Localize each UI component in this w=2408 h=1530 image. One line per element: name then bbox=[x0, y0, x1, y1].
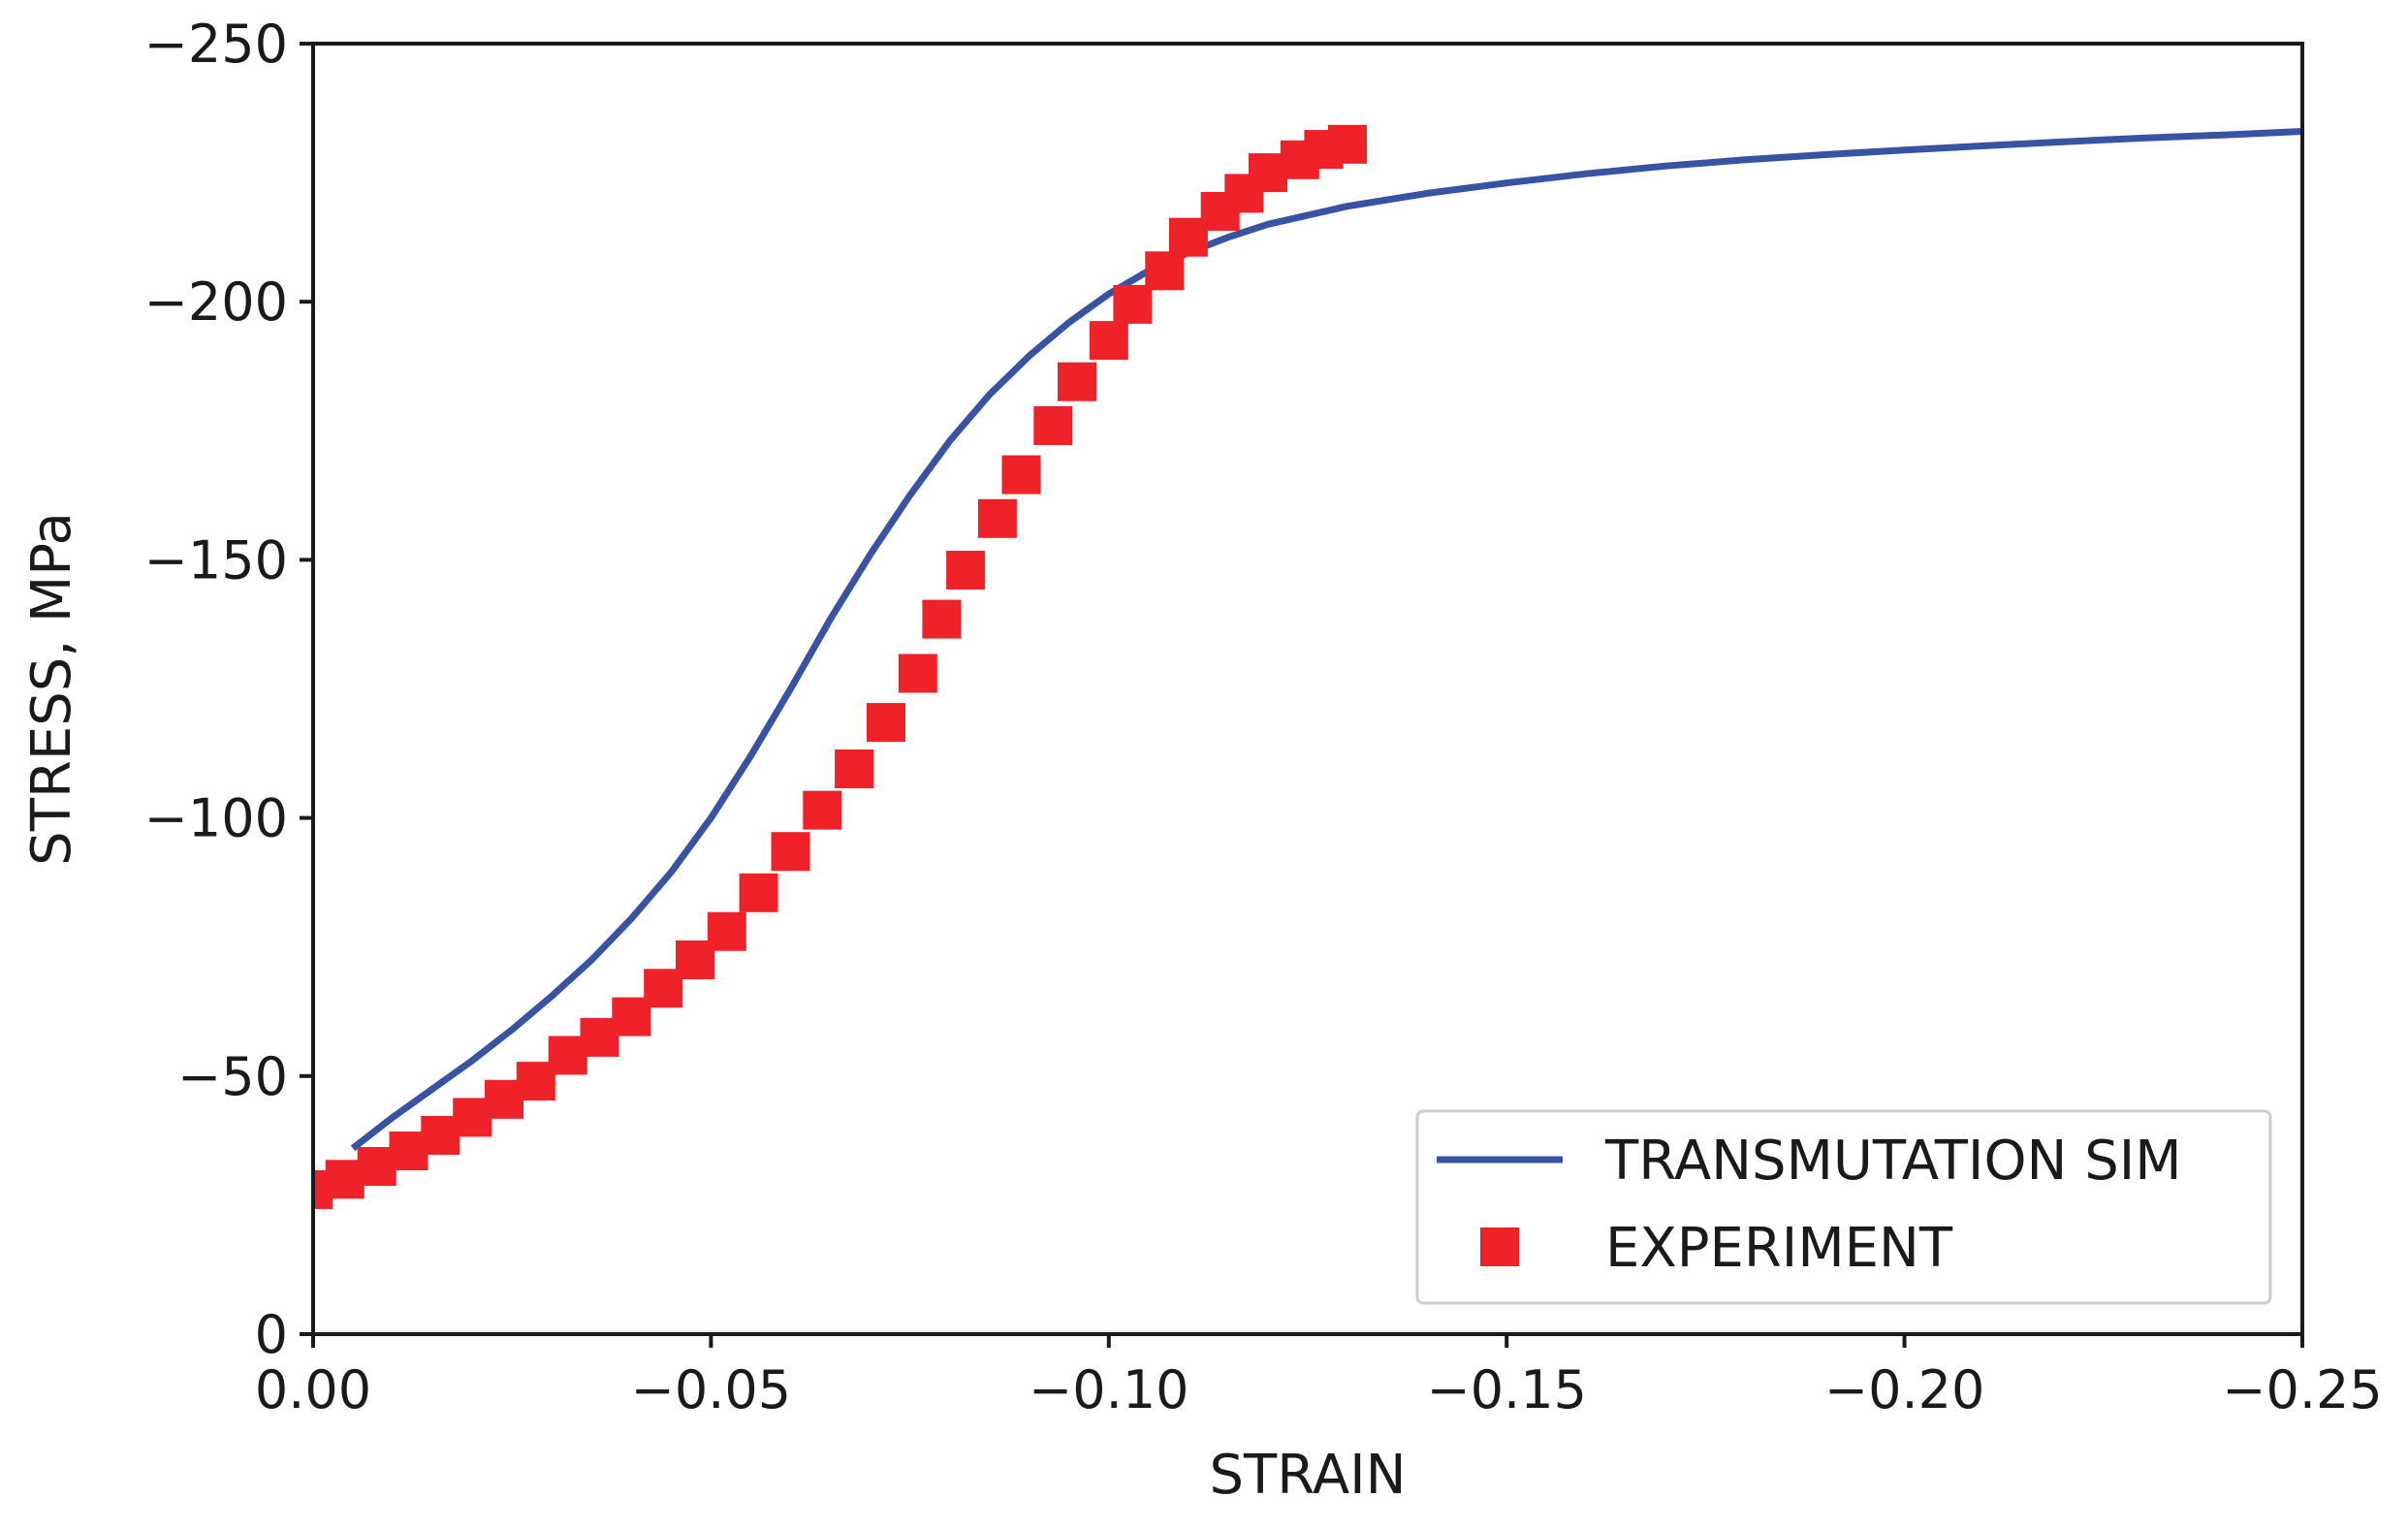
experiment-point bbox=[803, 790, 842, 830]
experiment-point bbox=[1001, 455, 1041, 494]
experiment-point bbox=[922, 599, 962, 639]
experiment-point bbox=[707, 911, 746, 951]
y-tick-label: −100 bbox=[144, 788, 288, 849]
y-tick-label: −50 bbox=[177, 1046, 288, 1107]
x-tick-label: −0.05 bbox=[631, 1359, 791, 1420]
y-tick-label: 0 bbox=[255, 1304, 288, 1365]
experiment-point bbox=[1145, 251, 1185, 291]
x-axis-label: STRAIN bbox=[1209, 1444, 1406, 1507]
experiment-point bbox=[1089, 321, 1128, 361]
experiment-point bbox=[1058, 362, 1096, 401]
experiment-point bbox=[977, 498, 1017, 538]
legend-label-experiment: EXPERIMENT bbox=[1605, 1217, 1953, 1280]
experiment-point bbox=[946, 551, 986, 590]
y-tick-label: −200 bbox=[144, 271, 288, 333]
y-axis-label: STRESS, MPa bbox=[20, 512, 83, 866]
series-sim-line bbox=[350, 128, 2302, 1152]
x-tick-label: −0.10 bbox=[1029, 1359, 1188, 1420]
legend: TRANSMUTATION SIM EXPERIMENT bbox=[1415, 1109, 2272, 1305]
legend-experiment-swatch bbox=[1480, 1227, 1519, 1266]
plot-frame bbox=[311, 42, 2304, 1336]
y-tick-label: −250 bbox=[144, 14, 288, 75]
experiment-point bbox=[771, 832, 810, 872]
experiment-point bbox=[1033, 406, 1073, 445]
legend-label-sim: TRANSMUTATION SIM bbox=[1604, 1130, 2182, 1193]
y-axis-ticks: 0 −50 −100 −150 −200 −250 bbox=[144, 14, 313, 1365]
experiment-point bbox=[898, 653, 937, 693]
y-tick-label: −150 bbox=[144, 529, 288, 590]
experiment-point bbox=[1328, 124, 1367, 164]
x-tick-label: 0.00 bbox=[255, 1359, 371, 1420]
experiment-point bbox=[739, 873, 778, 912]
plot-marks bbox=[313, 124, 2302, 1209]
legend-box bbox=[1415, 1109, 2272, 1305]
x-tick-label: −0.15 bbox=[1426, 1359, 1586, 1420]
experiment-point bbox=[835, 749, 874, 788]
experiment-point bbox=[1113, 284, 1153, 324]
x-axis-ticks: 0.00 −0.05 −0.10 −0.15 −0.20 −0.25 bbox=[255, 1334, 2383, 1420]
x-tick-label: −0.20 bbox=[1824, 1359, 1984, 1420]
x-tick-label: −0.25 bbox=[2222, 1359, 2382, 1420]
experiment-point bbox=[867, 703, 905, 743]
